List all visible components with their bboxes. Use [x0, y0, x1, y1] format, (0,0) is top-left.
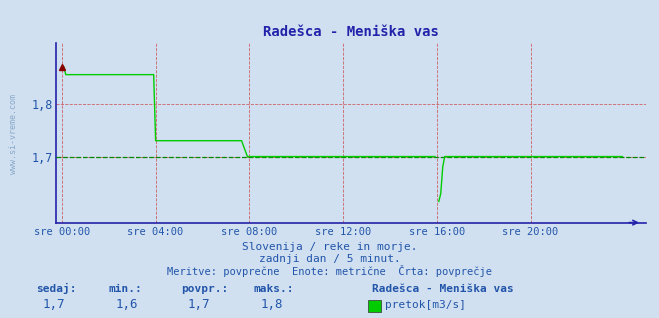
Text: povpr.:: povpr.: [181, 284, 229, 294]
Text: zadnji dan / 5 minut.: zadnji dan / 5 minut. [258, 254, 401, 264]
Text: 1,7: 1,7 [43, 299, 65, 311]
Text: www.si-vreme.com: www.si-vreme.com [9, 93, 18, 174]
Text: 1,8: 1,8 [260, 299, 283, 311]
Text: min.:: min.: [109, 284, 142, 294]
Text: sedaj:: sedaj: [36, 283, 76, 294]
Text: 1,6: 1,6 [115, 299, 138, 311]
Text: maks.:: maks.: [254, 284, 294, 294]
Text: 1,7: 1,7 [188, 299, 210, 311]
Title: Radešca - Meniška vas: Radešca - Meniška vas [263, 25, 439, 39]
Text: pretok[m3/s]: pretok[m3/s] [385, 301, 466, 310]
Text: Slovenija / reke in morje.: Slovenija / reke in morje. [242, 242, 417, 252]
Text: Meritve: povprečne  Enote: metrične  Črta: povprečje: Meritve: povprečne Enote: metrične Črta:… [167, 265, 492, 277]
Text: Radešca - Meniška vas: Radešca - Meniška vas [372, 284, 514, 294]
